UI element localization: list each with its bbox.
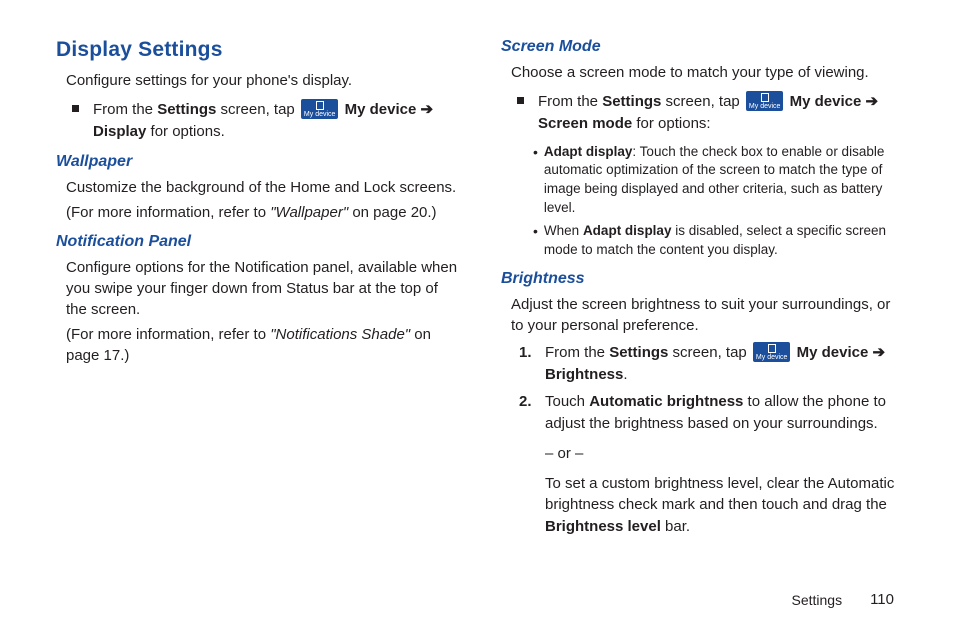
step-text: From the Settings screen, tap My device … xyxy=(93,99,461,143)
left-column: Display Settings Configure settings for … xyxy=(56,38,461,546)
my-device-icon: My device xyxy=(746,91,784,111)
footer-section: Settings xyxy=(791,592,842,608)
screen-mode-bullet-1: • Adapt display: Touch the check box to … xyxy=(533,143,906,219)
step-text: From the Settings screen, tap My device … xyxy=(538,91,906,135)
display-settings-step: From the Settings screen, tap My device … xyxy=(72,99,461,143)
screen-mode-intro: Choose a screen mode to match your type … xyxy=(511,62,906,83)
notification-panel-body: Configure options for the Notification p… xyxy=(66,257,461,320)
wallpaper-body: Customize the background of the Home and… xyxy=(66,177,461,198)
right-column: Screen Mode Choose a screen mode to matc… xyxy=(501,38,906,546)
screen-mode-bullet-2: • When Adapt display is disabled, select… xyxy=(533,222,906,260)
display-settings-heading: Display Settings xyxy=(56,38,461,62)
bullet-icon: • xyxy=(533,222,538,240)
brightness-custom: To set a custom brightness level, clear … xyxy=(545,473,906,538)
square-bullet-icon xyxy=(72,105,79,112)
brightness-or: – or – xyxy=(545,443,906,465)
footer-page-number: 110 xyxy=(870,591,894,608)
brightness-heading: Brightness xyxy=(501,270,906,288)
page-footer: Settings 110 xyxy=(791,591,894,608)
wallpaper-heading: Wallpaper xyxy=(56,153,461,171)
brightness-intro: Adjust the screen brightness to suit you… xyxy=(511,294,906,336)
brightness-step-1: 1. From the Settings screen, tap My devi… xyxy=(519,342,906,386)
notification-panel-heading: Notification Panel xyxy=(56,233,461,251)
square-bullet-icon xyxy=(517,97,524,104)
bullet-icon: • xyxy=(533,143,538,161)
my-device-icon: My device xyxy=(753,342,791,362)
wallpaper-ref: (For more information, refer to "Wallpap… xyxy=(66,202,461,223)
step-number: 1. xyxy=(519,342,535,364)
step-number: 2. xyxy=(519,391,535,413)
screen-mode-step: From the Settings screen, tap My device … xyxy=(517,91,906,135)
brightness-step-2: 2. Touch Automatic brightness to allow t… xyxy=(519,391,906,435)
screen-mode-heading: Screen Mode xyxy=(501,38,906,56)
my-device-icon: My device xyxy=(301,99,339,119)
content-columns: Display Settings Configure settings for … xyxy=(56,38,906,546)
display-settings-intro: Configure settings for your phone's disp… xyxy=(66,70,461,91)
notification-panel-ref: (For more information, refer to "Notific… xyxy=(66,324,461,366)
